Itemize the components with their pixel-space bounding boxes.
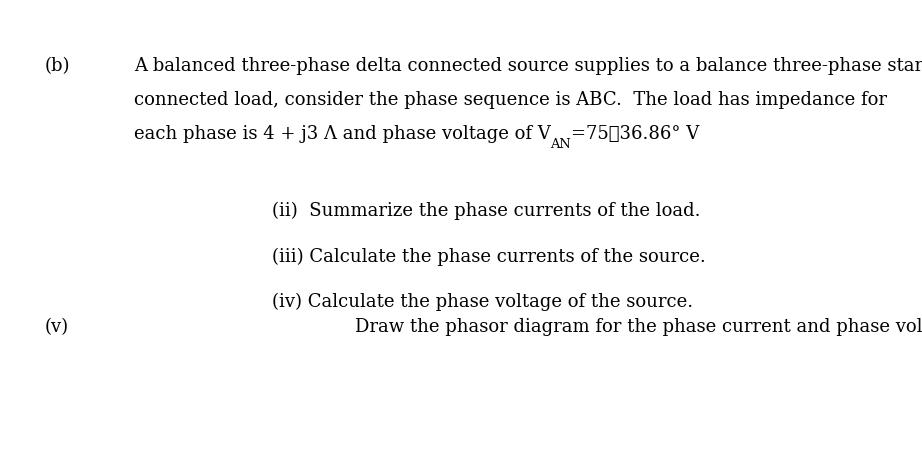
Text: (b): (b) (44, 57, 70, 75)
Text: A balanced three-phase delta connected source supplies to a balance three-phase : A balanced three-phase delta connected s… (134, 57, 922, 75)
Text: connected load, consider the phase sequence is ABC.  The load has impedance for: connected load, consider the phase seque… (134, 91, 887, 109)
Text: each phase is 4 + j3 Λ and phase voltage of V: each phase is 4 + j3 Λ and phase voltage… (134, 125, 550, 143)
Text: =75⍠36.86° V: =75⍠36.86° V (572, 125, 700, 143)
Text: AN: AN (550, 138, 572, 151)
Text: Draw the phasor diagram for the phase current and phase voltage of the source.: Draw the phasor diagram for the phase cu… (355, 318, 922, 336)
Text: (iv) Calculate the phase voltage of the source.: (iv) Calculate the phase voltage of the … (272, 293, 693, 311)
Text: (v): (v) (44, 318, 68, 336)
Text: (iii) Calculate the phase currents of the source.: (iii) Calculate the phase currents of th… (272, 247, 705, 266)
Text: (ii)  Summarize the phase currents of the load.: (ii) Summarize the phase currents of the… (272, 202, 701, 220)
